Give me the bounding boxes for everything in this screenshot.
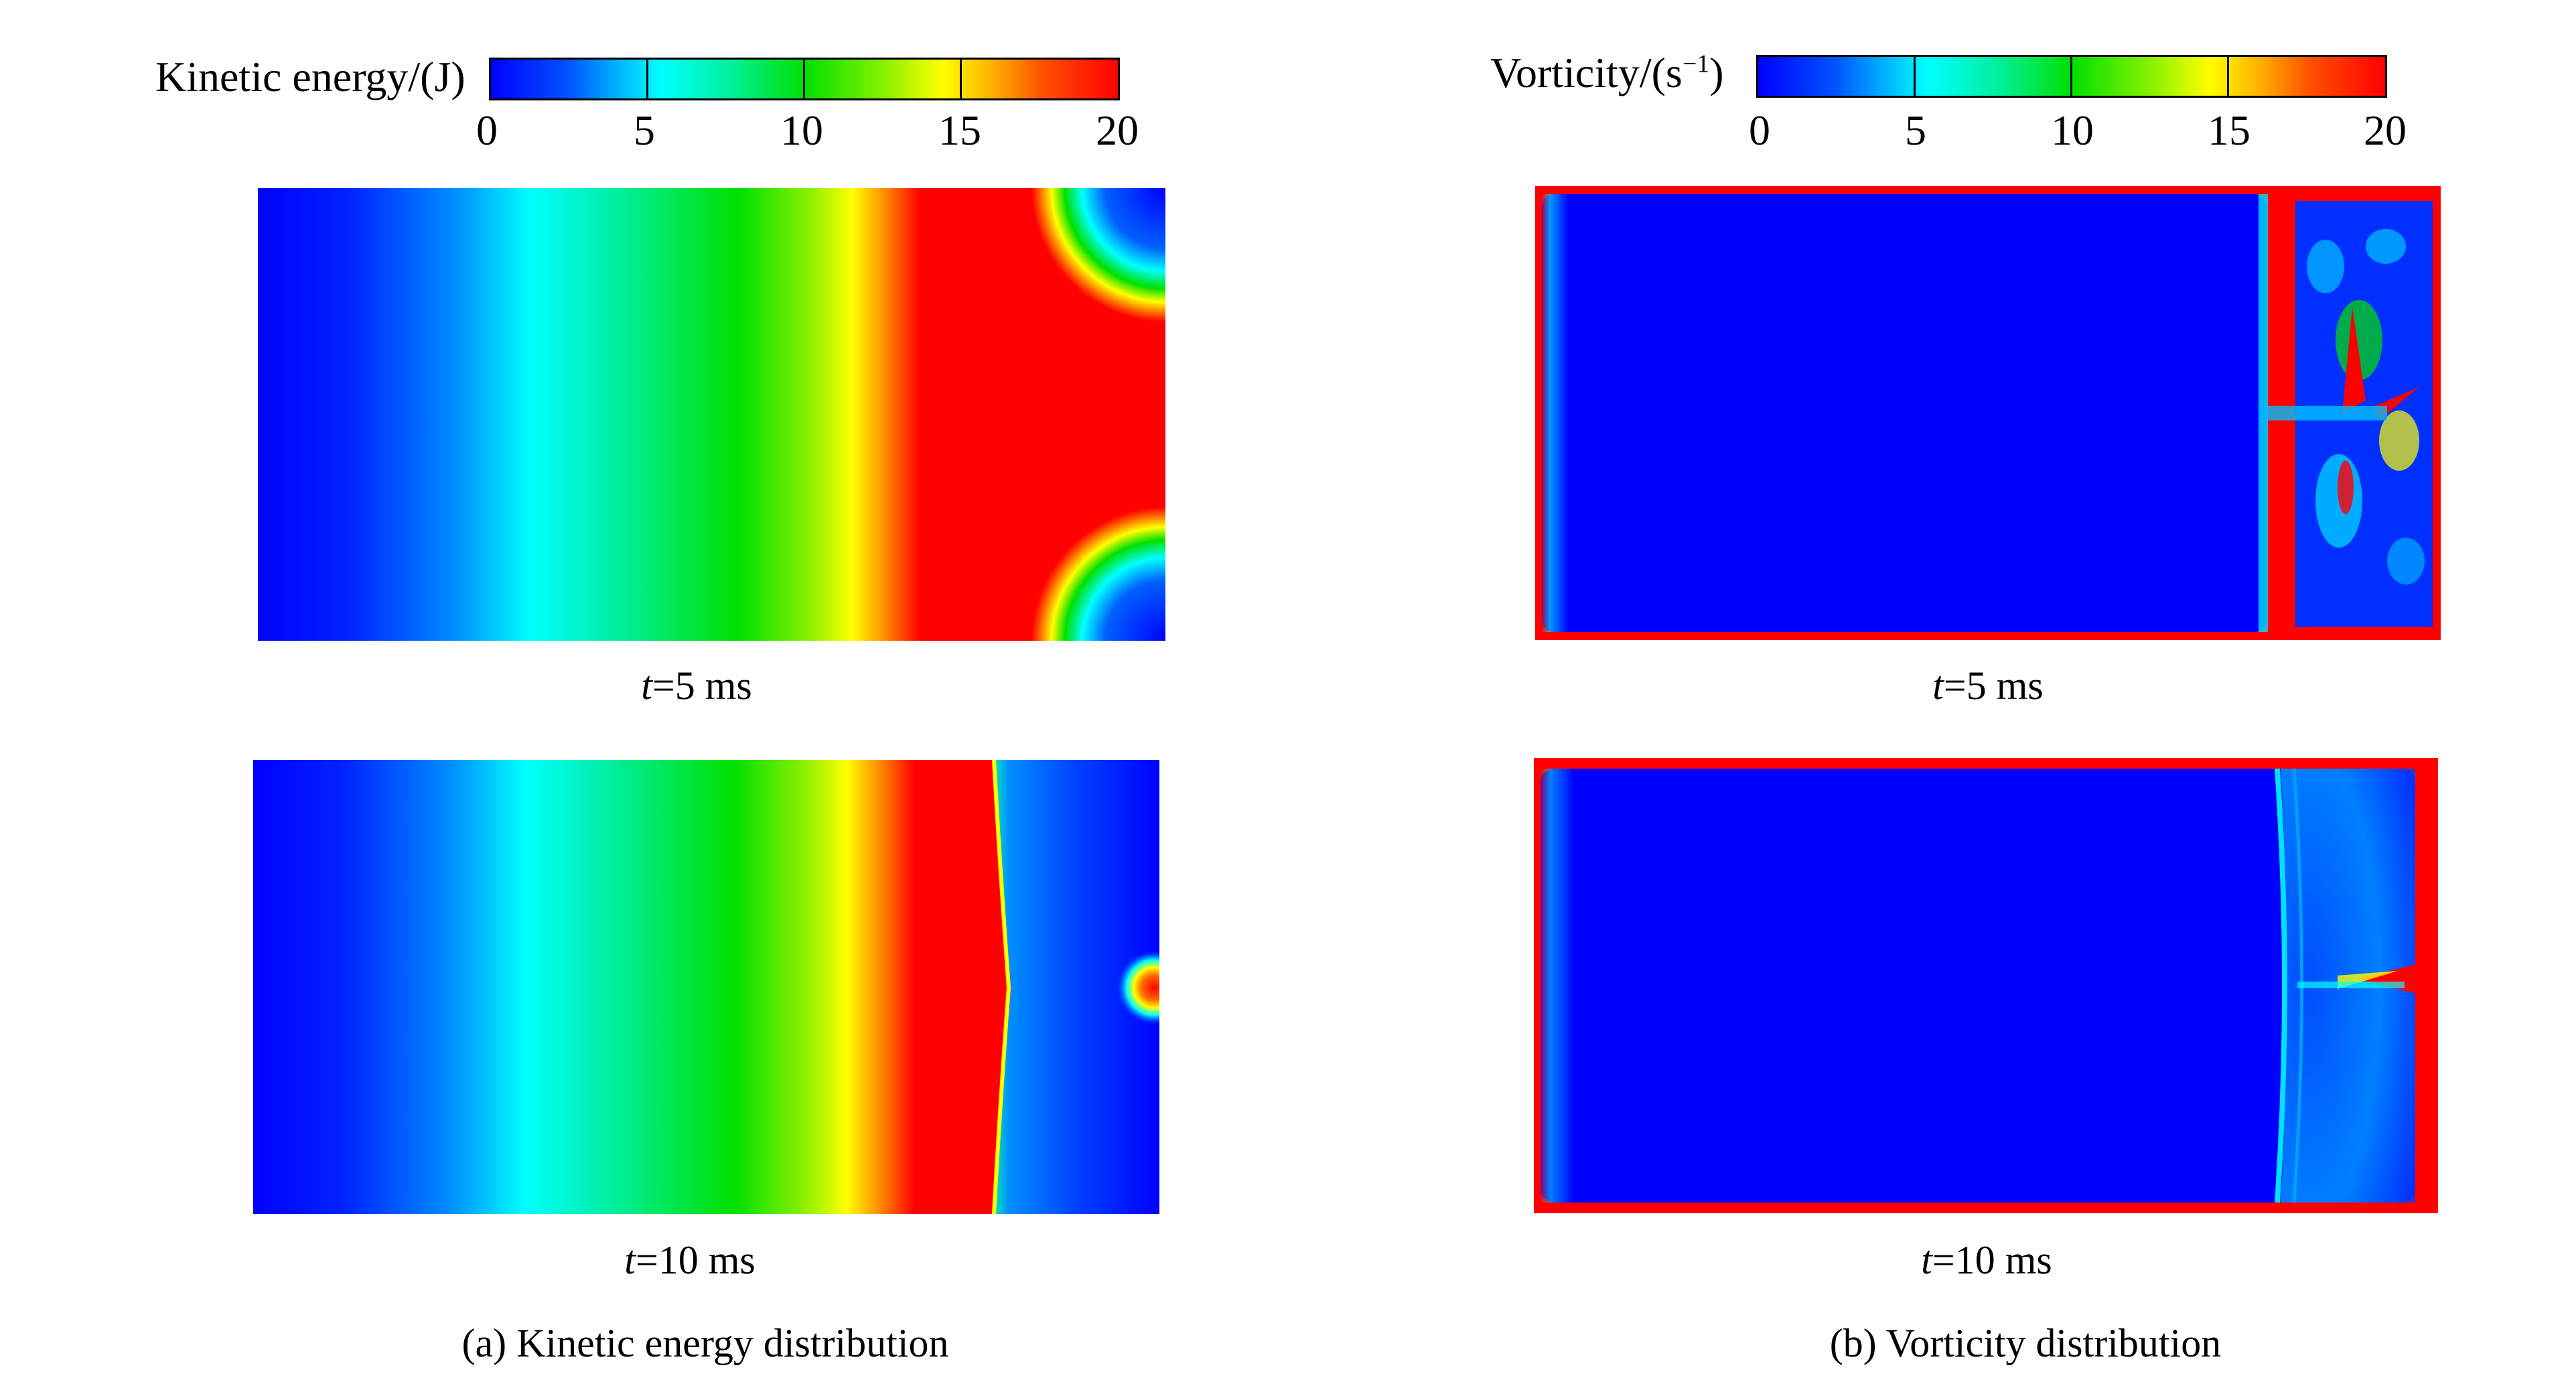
vorticity-t10-wave-band bbox=[2275, 768, 2287, 1203]
vorticity-t5-core bbox=[1542, 194, 2267, 632]
vorticity-field-t10 bbox=[1534, 758, 2438, 1213]
vorticity-colorbar bbox=[1756, 55, 2387, 98]
vorticity-t5-center-line bbox=[2267, 406, 2387, 420]
vorticity-t5-eddy bbox=[2387, 538, 2425, 585]
kinetic-tick-10: 10 bbox=[780, 106, 823, 154]
vorticity-t5-eddy bbox=[2338, 461, 2354, 514]
kinetic-t5-background bbox=[258, 188, 1165, 641]
vorticity-t10-red-jet bbox=[2358, 959, 2438, 999]
time-label-vorticity-t5: t=5 ms bbox=[1932, 664, 2044, 708]
kinetic-t10-wavefront-region bbox=[995, 760, 1159, 1214]
kinetic-colorbar bbox=[489, 58, 1120, 100]
vorticity-t5-red-streak bbox=[2342, 307, 2366, 414]
kinetic-t10-hotspot bbox=[1117, 951, 1159, 1024]
vorticity-t10-left-edge bbox=[1541, 769, 1574, 1203]
vorticity-t5-eddy bbox=[2366, 229, 2406, 264]
vorticity-colorbar-divider bbox=[2227, 57, 2229, 96]
caption-kinetic-energy: (a) Kinetic energy distribution bbox=[461, 1321, 949, 1365]
kinetic-colorbar-divider bbox=[803, 60, 805, 98]
vorticity-t5-eddy bbox=[2307, 240, 2344, 293]
vorticity-tick-0: 0 bbox=[1749, 106, 1770, 154]
kinetic-t5-corner-bottom bbox=[1031, 507, 1165, 641]
kinetic-energy-field-t5 bbox=[258, 188, 1165, 641]
vorticity-t5-eddy bbox=[2379, 410, 2419, 471]
vorticity-colorbar-divider bbox=[2070, 57, 2072, 96]
kinetic-t5-corner-top bbox=[1031, 188, 1165, 322]
vorticity-tick-15: 15 bbox=[2208, 106, 2250, 154]
vorticity-field-t5 bbox=[1535, 186, 2441, 640]
vorticity-t5-left-edge bbox=[1542, 194, 1569, 632]
vorticity-tick-20: 20 bbox=[2364, 106, 2407, 154]
vorticity-t10-center-line bbox=[2297, 982, 2405, 988]
vorticity-t5-right-band bbox=[2259, 194, 2268, 632]
kinetic-tick-0: 0 bbox=[476, 106, 498, 154]
vorticity-t10-core bbox=[1541, 769, 2415, 1203]
kinetic-colorbar-title: Kinetic energy/(J) bbox=[155, 53, 466, 100]
kinetic-energy-field-t10 bbox=[253, 760, 1159, 1214]
vorticity-colorbar-title: Vorticity/(s−1) bbox=[1490, 49, 1724, 96]
time-label-kinetic-t5: t=5 ms bbox=[641, 664, 752, 708]
time-label-kinetic-t10: t=10 ms bbox=[624, 1238, 756, 1282]
kinetic-tick-15: 15 bbox=[938, 106, 981, 154]
kinetic-t10-wavefront-edge bbox=[992, 760, 1011, 1214]
caption-vorticity: (b) Vorticity distribution bbox=[1829, 1321, 2222, 1365]
kinetic-tick-20: 20 bbox=[1096, 106, 1139, 154]
time-label-vorticity-t10: t=10 ms bbox=[1921, 1238, 2052, 1282]
vorticity-tick-5: 5 bbox=[1905, 106, 1926, 154]
vorticity-tick-10: 10 bbox=[2051, 106, 2094, 154]
kinetic-colorbar-divider bbox=[960, 60, 962, 98]
vorticity-colorbar-divider bbox=[1914, 57, 1916, 96]
kinetic-tick-5: 5 bbox=[634, 106, 655, 154]
kinetic-colorbar-divider bbox=[646, 60, 648, 98]
